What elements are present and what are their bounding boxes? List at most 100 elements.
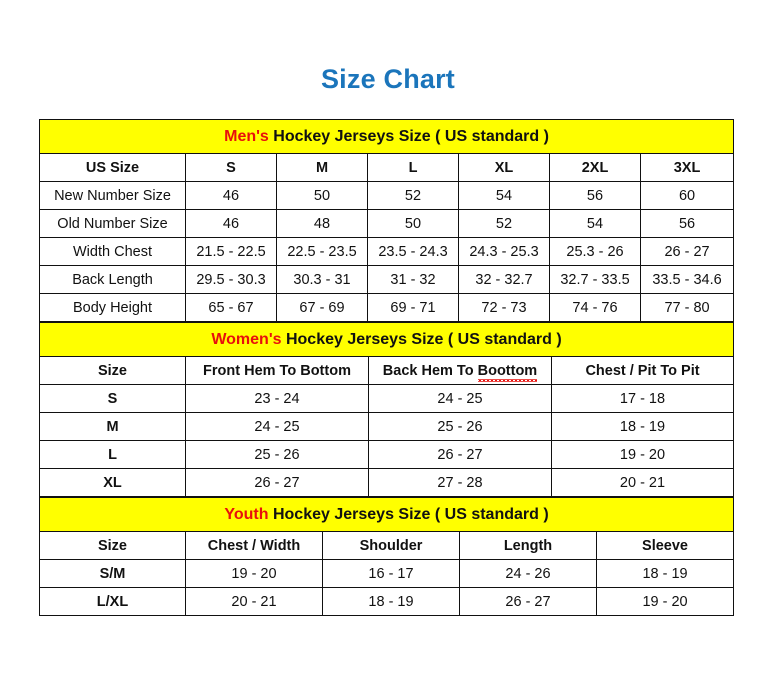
womens-col-header-2: Back Hem To Boottom xyxy=(368,356,552,385)
youth-col-header-3: Length xyxy=(459,531,597,560)
mens-col-header-1: S xyxy=(185,153,277,182)
youth-cell-1-1: 18 - 19 xyxy=(322,587,460,616)
mens-col-header-2: M xyxy=(276,153,368,182)
womens-col-header-3: Chest / Pit To Pit xyxy=(551,356,734,385)
womens-col-header-2-prefix: Back Hem To xyxy=(382,362,478,379)
mens-cell-3-3: 32 - 32.7 xyxy=(458,265,550,294)
mens-cell-0-5: 60 xyxy=(639,181,735,210)
womens-cell-0-2: 17 - 18 xyxy=(551,384,734,413)
mens-cell-4-5: 77 - 80 xyxy=(639,293,735,322)
womens-cell-3-0: 26 - 27 xyxy=(185,468,369,497)
mens-cell-3-2: 31 - 32 xyxy=(367,265,459,294)
womens-size-table: Women's Hockey Jerseys Size ( US standar… xyxy=(39,322,734,497)
mens-cell-2-3: 24.3 - 25.3 xyxy=(458,237,550,266)
table-row: L 25 - 26 26 - 27 19 - 20 xyxy=(39,440,734,469)
youth-size-table: Youth Hockey Jerseys Size ( US standard … xyxy=(38,497,735,616)
womens-column-header-row: Size Front Hem To Bottom Back Hem To Boo… xyxy=(39,356,734,385)
womens-cell-2-2: 19 - 20 xyxy=(551,440,734,469)
mens-banner-rest: Hockey Jerseys Size ( US standard ) xyxy=(268,127,549,145)
mens-row-label-4: Body Height xyxy=(39,293,186,322)
mens-row-label-3: Back Length xyxy=(39,265,186,294)
table-row: Body Height 65 - 67 67 - 69 69 - 71 72 -… xyxy=(39,293,735,322)
womens-cell-2-1: 26 - 27 xyxy=(368,440,552,469)
mens-row-label-1: Old Number Size xyxy=(39,209,186,238)
mens-cell-1-2: 50 xyxy=(367,209,459,238)
mens-row-label-2: Width Chest xyxy=(39,237,186,266)
womens-section-banner: Women's Hockey Jerseys Size ( US standar… xyxy=(39,322,734,357)
womens-cell-1-0: 24 - 25 xyxy=(185,412,369,441)
mens-cell-3-1: 30.3 - 31 xyxy=(276,265,368,294)
mens-cell-4-3: 72 - 73 xyxy=(458,293,550,322)
youth-cell-0-0: 19 - 20 xyxy=(185,559,323,588)
mens-col-header-4: XL xyxy=(458,153,550,182)
mens-cell-4-1: 67 - 69 xyxy=(276,293,368,322)
mens-cell-0-1: 50 xyxy=(276,181,368,210)
youth-cell-1-0: 20 - 21 xyxy=(185,587,323,616)
womens-row-label-3: XL xyxy=(39,468,186,497)
womens-banner-accent: Women's xyxy=(211,330,282,348)
mens-cell-1-1: 48 xyxy=(276,209,368,238)
mens-cell-0-0: 46 xyxy=(185,181,277,210)
mens-cell-1-4: 54 xyxy=(549,209,641,238)
womens-row-label-0: S xyxy=(39,384,186,413)
mens-size-table: Men's Hockey Jerseys Size ( US standard … xyxy=(38,119,735,322)
womens-col-header-0: Size xyxy=(39,356,186,385)
mens-cell-4-4: 74 - 76 xyxy=(549,293,641,322)
mens-cell-3-4: 32.7 - 33.5 xyxy=(549,265,641,294)
womens-cell-0-0: 23 - 24 xyxy=(185,384,369,413)
table-row: L/XL 20 - 21 18 - 19 26 - 27 19 - 20 xyxy=(39,587,735,616)
table-row: New Number Size 46 50 52 54 56 60 xyxy=(39,181,735,210)
womens-cell-2-0: 25 - 26 xyxy=(185,440,369,469)
womens-cell-1-2: 18 - 19 xyxy=(551,412,734,441)
youth-col-header-0: Size xyxy=(39,531,186,560)
mens-cell-1-3: 52 xyxy=(458,209,550,238)
womens-cell-0-1: 24 - 25 xyxy=(368,384,552,413)
youth-row-label-1: L/XL xyxy=(39,587,186,616)
youth-column-header-row: Size Chest / Width Shoulder Length Sleev… xyxy=(39,531,735,560)
womens-banner-rest: Hockey Jerseys Size ( US standard ) xyxy=(281,330,562,348)
mens-cell-1-5: 56 xyxy=(639,209,735,238)
womens-section-banner-cell: Women's Hockey Jerseys Size ( US standar… xyxy=(39,322,734,357)
mens-row-label-0: New Number Size xyxy=(39,181,186,210)
womens-cell-3-2: 20 - 21 xyxy=(551,468,734,497)
womens-cell-3-1: 27 - 28 xyxy=(368,468,552,497)
youth-cell-0-1: 16 - 17 xyxy=(322,559,460,588)
mens-banner-accent: Men's xyxy=(224,127,269,145)
page-title: Size Chart xyxy=(320,64,456,94)
youth-cell-1-3: 19 - 20 xyxy=(595,587,735,616)
mens-cell-1-0: 46 xyxy=(185,209,277,238)
misspelled-word: Boottom xyxy=(477,362,538,382)
mens-cell-2-2: 23.5 - 24.3 xyxy=(367,237,459,266)
youth-row-label-0: S/M xyxy=(39,559,186,588)
mens-cell-3-0: 29.5 - 30.3 xyxy=(185,265,277,294)
mens-section-banner-cell: Men's Hockey Jerseys Size ( US standard … xyxy=(38,119,735,154)
mens-col-header-6: 3XL xyxy=(639,153,735,182)
mens-cell-0-4: 56 xyxy=(549,181,641,210)
mens-cell-2-1: 22.5 - 23.5 xyxy=(276,237,368,266)
youth-col-header-2: Shoulder xyxy=(322,531,460,560)
table-row: Old Number Size 46 48 50 52 54 56 xyxy=(39,209,735,238)
mens-column-header-row: US Size S M L XL 2XL 3XL xyxy=(39,153,735,182)
mens-col-header-0: US Size xyxy=(39,153,186,182)
mens-col-header-5: 2XL xyxy=(549,153,641,182)
youth-section-banner-cell: Youth Hockey Jerseys Size ( US standard … xyxy=(38,497,735,532)
mens-cell-0-2: 52 xyxy=(367,181,459,210)
table-row: S 23 - 24 24 - 25 17 - 18 xyxy=(39,384,734,413)
size-chart-tables: Men's Hockey Jerseys Size ( US standard … xyxy=(38,119,735,616)
mens-cell-0-3: 54 xyxy=(458,181,550,210)
mens-col-header-3: L xyxy=(367,153,459,182)
mens-cell-2-5: 26 - 27 xyxy=(639,237,735,266)
womens-cell-1-1: 25 - 26 xyxy=(368,412,552,441)
youth-cell-0-2: 24 - 26 xyxy=(459,559,597,588)
youth-banner-accent: Youth xyxy=(224,505,269,523)
youth-section-banner: Youth Hockey Jerseys Size ( US standard … xyxy=(38,497,735,532)
mens-cell-2-0: 21.5 - 22.5 xyxy=(185,237,277,266)
youth-cell-1-2: 26 - 27 xyxy=(459,587,597,616)
table-row: S/M 19 - 20 16 - 17 24 - 26 18 - 19 xyxy=(39,559,735,588)
youth-cell-0-3: 18 - 19 xyxy=(595,559,735,588)
mens-section-banner: Men's Hockey Jerseys Size ( US standard … xyxy=(38,119,735,154)
table-row: Back Length 29.5 - 30.3 30.3 - 31 31 - 3… xyxy=(39,265,735,294)
womens-col-header-1: Front Hem To Bottom xyxy=(185,356,369,385)
womens-row-label-2: L xyxy=(39,440,186,469)
